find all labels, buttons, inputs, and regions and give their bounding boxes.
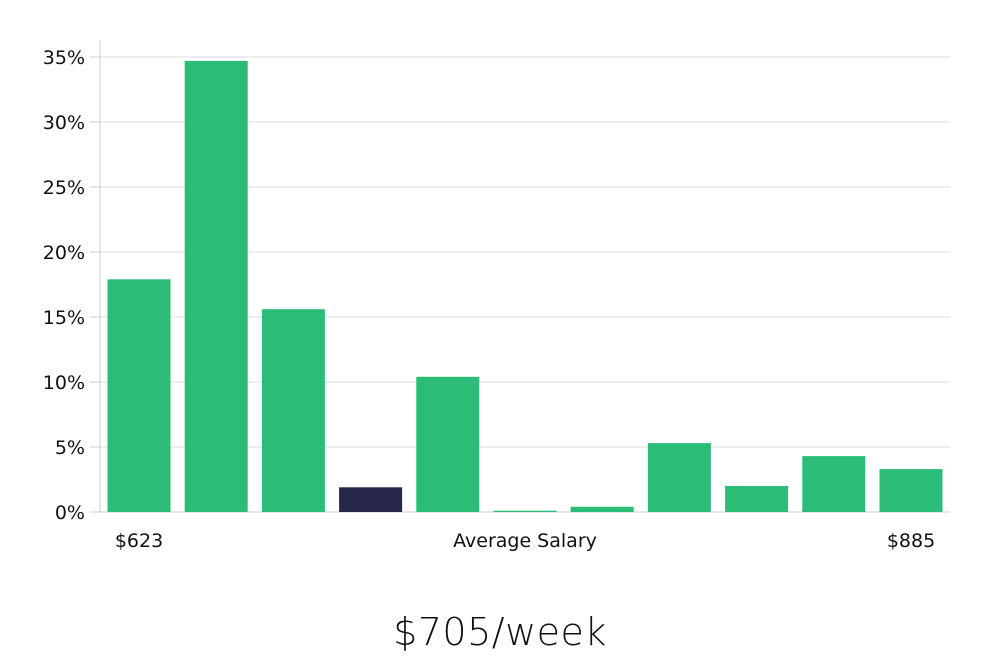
bar	[416, 376, 480, 512]
bar	[107, 279, 171, 512]
x-label-max: $885	[887, 530, 935, 552]
bar	[184, 60, 248, 513]
y-tick-labels: 0% 5% 10% 15% 20% 25% 30% 35%	[43, 47, 85, 524]
y-tick-label: 5%	[55, 437, 85, 459]
bar	[570, 506, 634, 512]
y-tick-label: 25%	[43, 177, 85, 199]
average-salary-value: $705/week	[393, 610, 607, 654]
y-tick-label: 15%	[43, 307, 85, 329]
y-tick-label: 20%	[43, 242, 85, 264]
bar	[725, 486, 789, 512]
bar	[647, 443, 711, 512]
y-tick-label: 30%	[43, 112, 85, 134]
bar	[493, 510, 557, 512]
salary-histogram: 0% 5% 10% 15% 20% 25% 30% 35% $623 Average Sala…	[43, 40, 950, 552]
bar	[261, 309, 325, 512]
y-tick-label: 35%	[43, 47, 85, 69]
y-tick-label: 0%	[55, 502, 85, 524]
x-axis-title: Average Salary	[453, 530, 597, 552]
bars	[107, 60, 943, 513]
bar	[802, 456, 866, 512]
y-tick-label: 10%	[43, 372, 85, 394]
bar-highlighted	[339, 487, 403, 512]
bar	[879, 469, 943, 512]
x-label-min: $623	[115, 530, 163, 552]
